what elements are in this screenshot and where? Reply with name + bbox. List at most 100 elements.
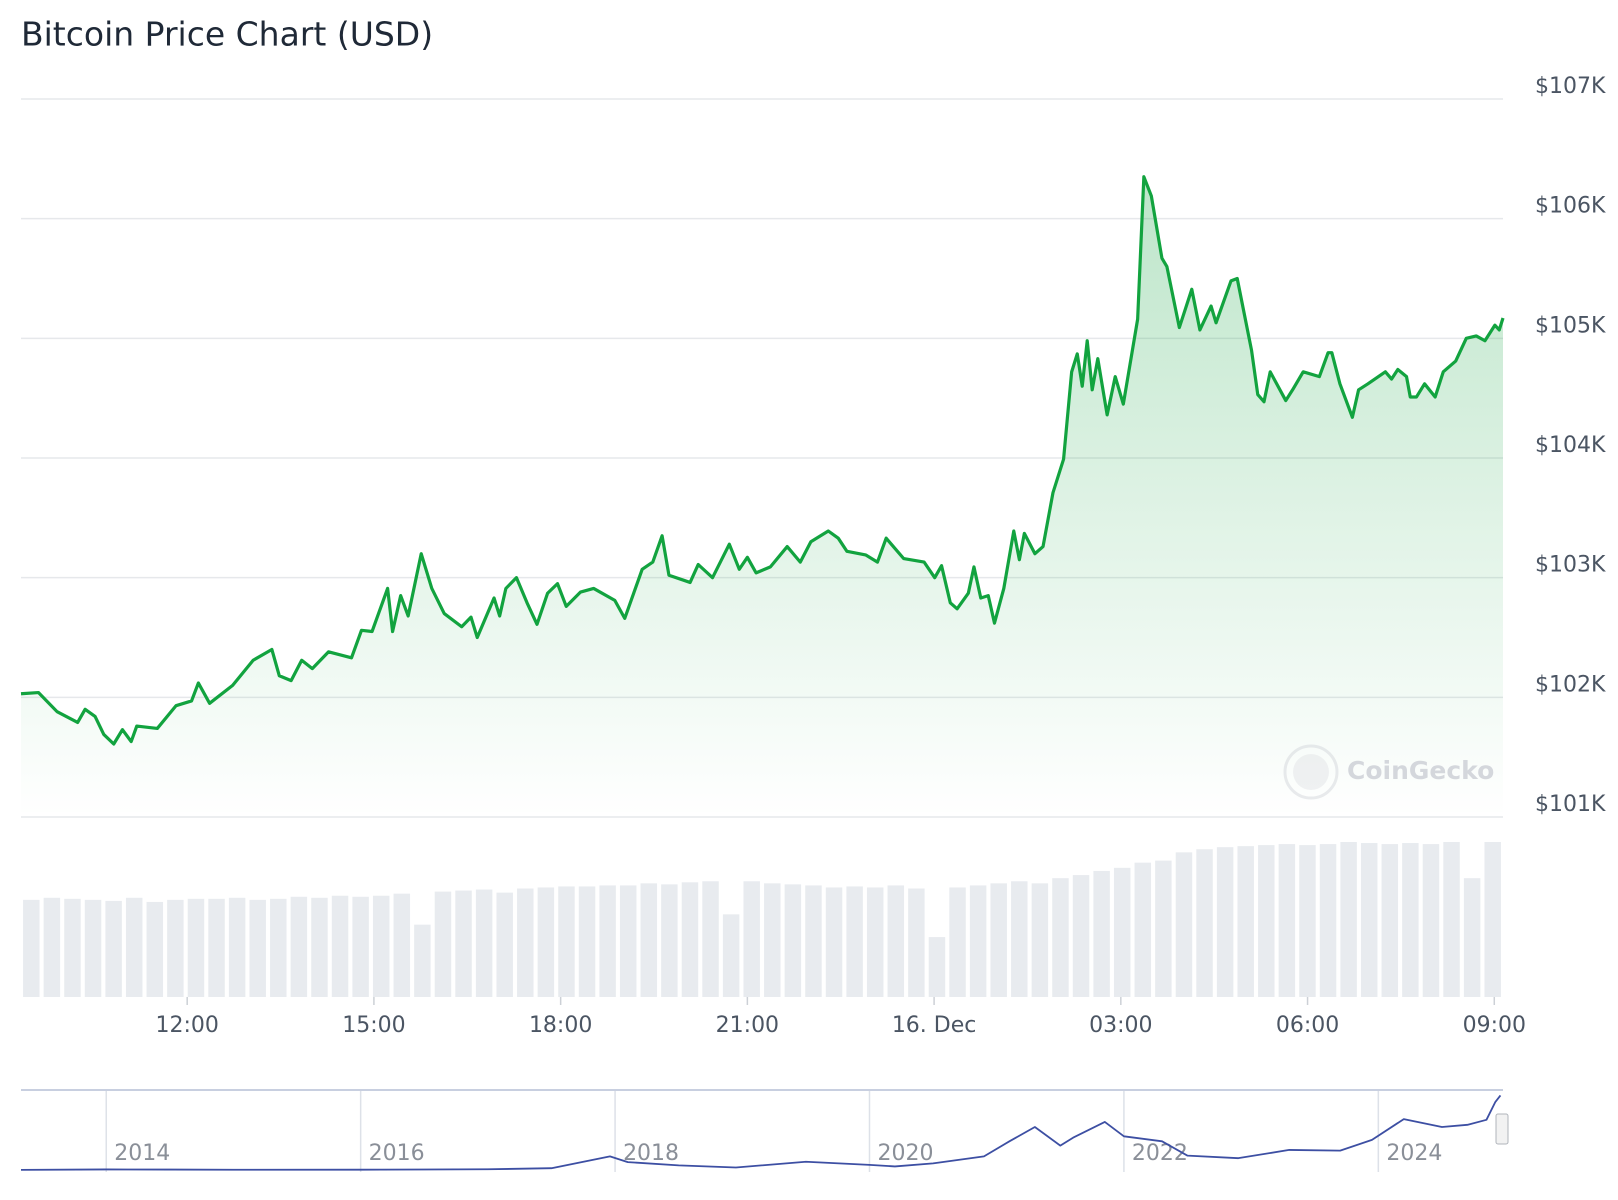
navigator-tick-label: 2020: [877, 1141, 933, 1166]
volume-bar: [722, 914, 740, 997]
navigator-handle[interactable]: [1495, 1113, 1509, 1145]
volume-bar: [1360, 843, 1378, 997]
volume-bar: [1278, 844, 1296, 997]
volume-bar: [619, 885, 637, 997]
watermark: CoinGecko: [1347, 756, 1494, 785]
volume-bar: [475, 889, 493, 997]
volume-bar: [702, 881, 719, 997]
x-tick-label: 06:00: [1276, 1013, 1339, 1038]
volume-bar: [372, 895, 390, 997]
volume-bar: [846, 886, 863, 997]
volume-bar: [1463, 878, 1481, 997]
x-tick-label: 15:00: [342, 1013, 405, 1038]
volume-bar: [578, 886, 596, 997]
y-tick-label: $102K: [1535, 672, 1606, 697]
volume-bar: [23, 899, 40, 997]
navigator-tick-label: 2022: [1132, 1141, 1188, 1166]
volume-bar: [743, 881, 760, 997]
volume-bar: [270, 898, 287, 997]
volume-bar: [496, 892, 513, 997]
coingecko-logo: [1283, 744, 1339, 800]
volume-bar: [784, 884, 802, 997]
y-tick-label: $103K: [1535, 553, 1606, 578]
volume-bar: [311, 897, 328, 997]
volume-bar: [866, 887, 884, 997]
y-tick-label: $106K: [1535, 194, 1606, 219]
volume-bar: [290, 896, 308, 997]
x-tick-label: 16. Dec: [892, 1013, 977, 1038]
volume-bar: [1031, 883, 1049, 997]
volume-bar: [1381, 844, 1399, 997]
navigator-tick-label: 2016: [369, 1141, 425, 1166]
volume-bar: [928, 937, 946, 997]
volume-bar: [228, 897, 246, 997]
volume-bar: [1402, 843, 1419, 997]
volume-bar: [249, 899, 266, 997]
volume-bar: [537, 887, 555, 997]
volume-bar: [146, 901, 164, 997]
volume-bar: [1196, 849, 1213, 997]
volume-bar: [1175, 852, 1193, 997]
navigator-line: [20, 1094, 1502, 1171]
volume-bar: [1093, 870, 1110, 997]
volume-bar: [1422, 844, 1440, 997]
volume-bar: [1155, 860, 1172, 997]
volume-bar: [949, 887, 966, 997]
volume-bar: [1258, 845, 1275, 997]
volume-bar: [1134, 862, 1152, 997]
volume-bar: [908, 888, 925, 997]
volume-bar: [969, 885, 987, 997]
price-line: [20, 175, 1505, 746]
y-tick-label: $104K: [1535, 433, 1606, 458]
chart-title: Bitcoin Price Chart (USD): [21, 15, 433, 54]
area-fill: [21, 176, 1503, 817]
volume-bar: [43, 897, 61, 997]
volume-bar: [990, 883, 1007, 997]
volume-bar: [1237, 846, 1254, 997]
volume-bar: [455, 890, 472, 997]
y-tick-label: $105K: [1535, 313, 1606, 338]
volume-bar: [434, 891, 452, 997]
volume-bar: [187, 898, 205, 997]
x-tick-label: 03:00: [1089, 1013, 1152, 1038]
volume-bar: [1484, 842, 1501, 997]
x-tick-label: 12:00: [155, 1013, 218, 1038]
volume-bar: [352, 896, 369, 997]
volume-bar: [1299, 845, 1316, 997]
volume-bar: [1052, 878, 1069, 997]
volume-bar: [1319, 844, 1337, 997]
volume-bar: [681, 882, 699, 997]
x-tick-label: 21:00: [716, 1013, 779, 1038]
volume-bar: [764, 883, 781, 997]
volume-bar: [331, 895, 349, 997]
navigator-tick-label: 2024: [1386, 1141, 1442, 1166]
y-tick-label: $101K: [1535, 792, 1606, 817]
volume-bar: [805, 885, 822, 997]
volume-bar: [599, 885, 616, 997]
volume-bar: [393, 893, 411, 997]
volume-bar: [414, 924, 431, 997]
volume-bar: [64, 898, 81, 997]
y-tick-label: $107K: [1535, 74, 1606, 99]
volume-bar: [1072, 875, 1090, 997]
volume-bar: [887, 885, 905, 997]
volume-bar: [84, 899, 102, 997]
volume-bar: [167, 899, 184, 997]
volume-bar: [105, 900, 122, 997]
volume-bar: [661, 884, 678, 997]
x-tick-label: 09:00: [1463, 1013, 1526, 1038]
volume-bar: [1443, 842, 1460, 997]
volume-bar: [517, 888, 534, 997]
volume-bar: [125, 897, 143, 997]
volume-bar: [558, 886, 575, 997]
volume-bar: [208, 898, 225, 997]
volume-bar: [1011, 881, 1028, 997]
navigator-tick-label: 2014: [114, 1141, 170, 1166]
x-tick-label: 18:00: [529, 1013, 592, 1038]
volume-bar: [1113, 867, 1131, 997]
volume-bar: [640, 883, 658, 997]
volume-bar: [825, 887, 843, 997]
volume-bar: [1340, 842, 1357, 997]
